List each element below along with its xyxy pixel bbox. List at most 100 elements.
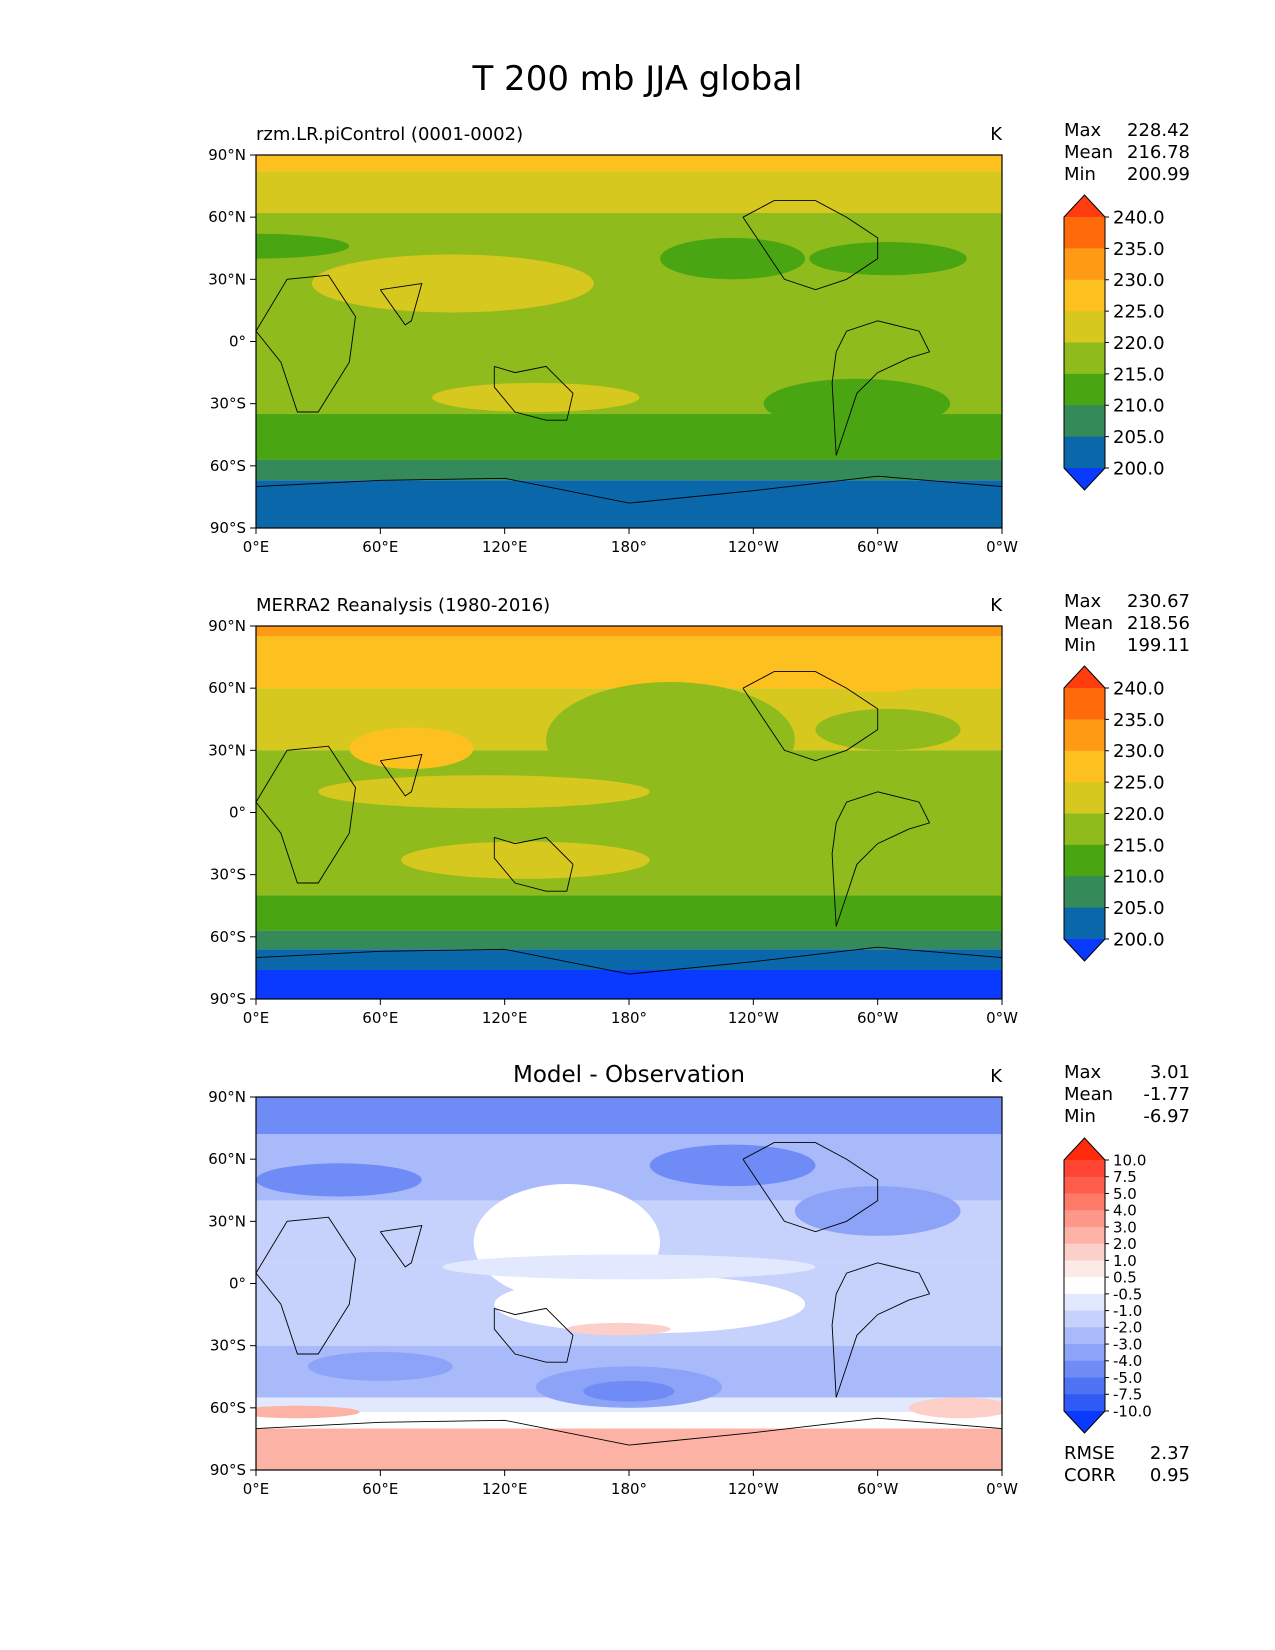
stat-value: 218.56	[1127, 613, 1190, 634]
colorbar-segment	[1064, 248, 1105, 281]
colorbar-segment	[1064, 1327, 1105, 1345]
y-tick-label: 30°S	[210, 866, 246, 884]
x-tick-label: 180°	[611, 538, 647, 556]
x-tick-label: 180°	[611, 1480, 647, 1498]
colorbar-label: 0.5	[1113, 1269, 1137, 1287]
colorbar-segment	[1064, 750, 1105, 783]
x-tick-label: 60°W	[857, 538, 899, 556]
field-band	[256, 459, 1002, 481]
colorbar-segment	[1064, 405, 1105, 438]
panel-diff-stats: Max 3.01 Mean -1.77 Min -6.97	[1064, 1062, 1190, 1127]
field-region	[908, 1397, 1002, 1419]
field-band	[256, 1411, 1002, 1429]
x-tick-label: 0°E	[243, 1009, 270, 1027]
colorbar-segment	[1064, 311, 1105, 343]
extra-stat-value: 2.37	[1150, 1443, 1190, 1464]
colorbar-segment	[1064, 1377, 1105, 1395]
colorbar-label: 235.0	[1113, 710, 1165, 731]
field-band	[256, 480, 1002, 528]
x-tick-label: 60°E	[362, 1009, 398, 1027]
coastline	[255, 745, 356, 884]
colorbar-extend-max	[1064, 1138, 1105, 1160]
coastline	[831, 1262, 931, 1398]
stat-label: Min	[1064, 1106, 1096, 1127]
stat-value: 228.42	[1127, 120, 1190, 141]
panel-obs-title: MERRA2 Reanalysis (1980-2016)	[256, 595, 550, 616]
field-band	[256, 626, 1002, 637]
colorbar-segment	[1064, 844, 1105, 877]
y-tick-label: 90°N	[208, 617, 246, 635]
coastline	[742, 671, 879, 762]
y-tick-label: 30°S	[210, 1337, 246, 1355]
x-tick-label: 0°W	[986, 538, 1018, 556]
y-tick-label: 90°S	[210, 519, 246, 537]
panel-model: rzm.LR.piControl (0001-0002) K 90°N 60°N 3…	[208, 120, 1190, 556]
stat-label: Min	[1064, 164, 1096, 185]
x-tick-label: 180°	[611, 1009, 647, 1027]
colorbar-label: 1.0	[1113, 1252, 1137, 1270]
colorbar-segment	[1064, 1243, 1105, 1261]
field-layer	[256, 1097, 1002, 1470]
y-tick-label: 30°N	[208, 1212, 246, 1230]
stat-label: Max	[1064, 1062, 1102, 1083]
colorbar-label: 215.0	[1113, 835, 1165, 856]
stat-value: 200.99	[1127, 164, 1190, 185]
stat-label: Mean	[1064, 1084, 1113, 1105]
field-region	[256, 1405, 360, 1419]
colorbar-label: 10.0	[1113, 1151, 1146, 1169]
colorbar-segment	[1064, 279, 1105, 312]
panel-diff-extra-stats: RMSE 2.37 CORR 0.95	[1064, 1443, 1190, 1486]
coastline	[493, 1307, 574, 1363]
coastline	[493, 836, 574, 892]
panel-model-map: 90°N 60°N 30°N 0° 30°S 60°S 90°S0°E 60°E 120°E 18…	[208, 146, 1018, 556]
x-tick-label: 60°E	[362, 1480, 398, 1498]
panel-diff-units: K	[990, 1066, 1003, 1087]
coastline	[831, 320, 931, 456]
field-region	[805, 171, 951, 214]
stat-label: Mean	[1064, 613, 1113, 634]
colorbar-label: 220.0	[1113, 804, 1165, 825]
colorbar-label: -2.0	[1113, 1319, 1142, 1337]
field-band	[256, 895, 1002, 931]
field-region	[311, 254, 594, 313]
stat-value: 230.67	[1127, 591, 1190, 612]
colorbar-segment	[1064, 217, 1105, 249]
coastline	[255, 1417, 1003, 1446]
stat-value: -1.77	[1143, 1084, 1190, 1105]
panel-model-units: K	[990, 124, 1003, 145]
field-region	[805, 642, 951, 693]
colorbar-extend-min	[1064, 468, 1105, 490]
panel-diff-colorbar: 10.07.55.04.03.02.01.00.5-0.5-1.0-2.0-3.…	[1063, 1137, 1152, 1434]
colorbar-segment	[1064, 1260, 1105, 1278]
coastline	[255, 946, 1003, 975]
x-tick-label: 0°E	[243, 1480, 270, 1498]
field-region	[256, 233, 350, 259]
coastline	[255, 1216, 356, 1355]
colorbar-segment	[1064, 688, 1105, 720]
colorbar-segment	[1064, 1210, 1105, 1228]
field-band	[256, 1428, 1002, 1470]
field-region	[442, 1254, 816, 1280]
field-layer	[256, 155, 1002, 528]
y-tick-label: 90°N	[208, 1088, 246, 1106]
y-tick-label: 0°	[229, 804, 246, 822]
panel-diff-title: Model - Observation	[513, 1062, 745, 1088]
colorbar-segment	[1064, 342, 1105, 375]
field-region	[318, 775, 650, 809]
colorbar-segment	[1064, 1310, 1105, 1328]
y-tick-label: 60°N	[208, 208, 246, 226]
colorbar-label: -5.0	[1113, 1369, 1142, 1387]
colorbar-label: 5.0	[1113, 1185, 1137, 1203]
colorbar-segment	[1064, 1160, 1105, 1178]
x-tick-label: 0°E	[243, 538, 270, 556]
colorbar-label: -1.0	[1113, 1302, 1142, 1320]
coastline	[255, 274, 356, 413]
stat-value: 3.01	[1150, 1062, 1190, 1083]
y-tick-label: 90°S	[210, 990, 246, 1008]
x-tick-label: 60°E	[362, 538, 398, 556]
colorbar-label: 240.0	[1113, 207, 1165, 228]
coastlines	[255, 200, 1003, 504]
field-region	[583, 1380, 675, 1402]
colorbar-label: 240.0	[1113, 678, 1165, 699]
colorbar-segment	[1064, 876, 1105, 909]
